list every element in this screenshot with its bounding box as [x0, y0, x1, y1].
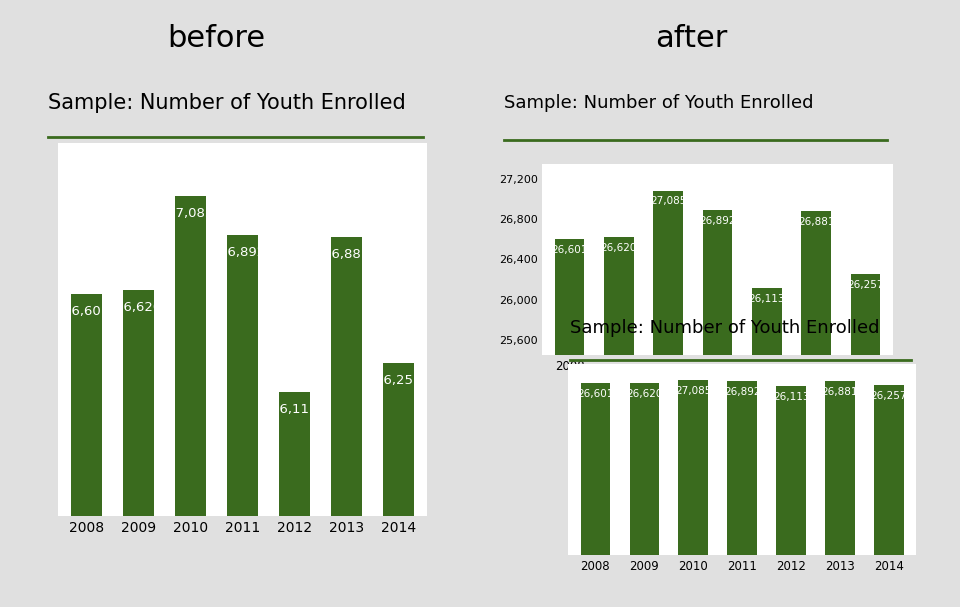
Bar — [71, 294, 102, 607]
Bar — [826, 381, 854, 555]
Bar — [654, 191, 684, 607]
Bar — [227, 235, 258, 607]
Text: 26,892: 26,892 — [724, 387, 760, 397]
Bar — [802, 211, 831, 607]
Text: 26,113: 26,113 — [272, 404, 318, 416]
Text: Sample: Number of Youth Enrolled: Sample: Number of Youth Enrolled — [48, 93, 406, 114]
Bar — [630, 383, 659, 555]
Text: 27,085: 27,085 — [167, 208, 213, 220]
Text: before: before — [167, 24, 265, 53]
Text: after: after — [655, 24, 728, 53]
Text: 27,085: 27,085 — [650, 196, 686, 206]
Text: 26,881: 26,881 — [822, 387, 858, 397]
Text: Sample: Number of Youth Enrolled: Sample: Number of Youth Enrolled — [504, 94, 813, 112]
Bar — [581, 383, 610, 555]
Bar — [679, 380, 708, 555]
Bar — [278, 392, 310, 607]
Text: Sample: Number of Youth Enrolled: Sample: Number of Youth Enrolled — [569, 319, 879, 337]
Bar — [331, 237, 362, 607]
Bar — [851, 274, 880, 607]
Text: 26,601: 26,601 — [63, 305, 109, 318]
Text: 26,892: 26,892 — [219, 246, 266, 259]
Bar — [555, 239, 585, 607]
Text: 26,113: 26,113 — [749, 294, 785, 304]
Text: 26,257: 26,257 — [871, 391, 907, 401]
Bar — [777, 386, 805, 555]
Bar — [752, 288, 781, 607]
Text: 26,620: 26,620 — [115, 301, 161, 314]
Text: 26,881: 26,881 — [798, 217, 834, 227]
Text: 27,085: 27,085 — [675, 385, 711, 396]
Text: 26,113: 26,113 — [773, 392, 809, 402]
Bar — [604, 237, 634, 607]
Text: 26,601: 26,601 — [577, 388, 613, 399]
Text: 26,620: 26,620 — [626, 388, 662, 399]
Text: 26,257: 26,257 — [375, 375, 421, 387]
Bar — [728, 381, 756, 555]
Bar — [383, 363, 414, 607]
Text: 26,881: 26,881 — [324, 248, 370, 262]
Text: 26,601: 26,601 — [551, 245, 588, 255]
Text: 26,892: 26,892 — [699, 215, 736, 226]
Bar — [175, 196, 206, 607]
Bar — [875, 385, 903, 555]
Text: 26,620: 26,620 — [601, 243, 637, 253]
Bar — [123, 290, 154, 607]
Bar — [703, 210, 732, 607]
Text: 26,257: 26,257 — [848, 280, 884, 290]
